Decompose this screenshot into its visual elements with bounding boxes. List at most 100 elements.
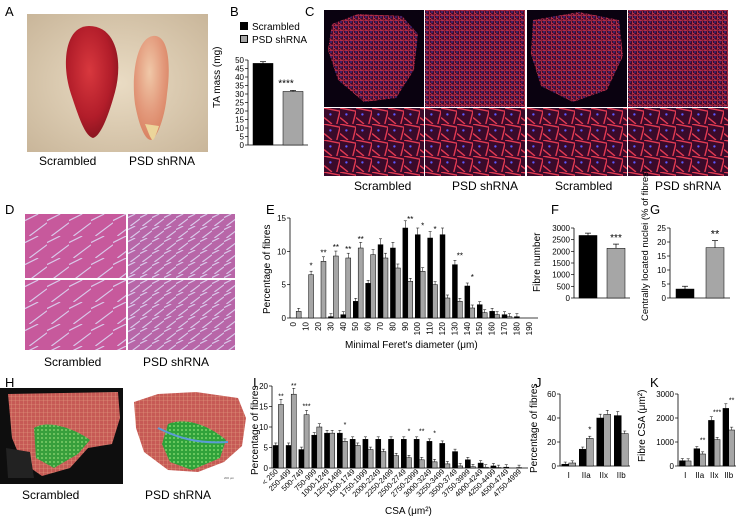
chart-b-bar-0-0 [252, 63, 274, 146]
chart-j-ytick-label-2: 40 [547, 414, 556, 423]
panel-h-scalebar-label: 200 μm [224, 476, 235, 480]
chart-e-bar-17-0 [501, 314, 508, 319]
chart-i-sig-12: * [433, 430, 436, 437]
chart-e-bar-17-1 [506, 316, 513, 319]
panel-label-i: I [253, 375, 257, 390]
chart-b-ytick-label-4: 20 [235, 107, 244, 116]
chart-f-ytick-label-3: 1500 [552, 259, 570, 268]
chart-b-ytick-label-9: 45 [235, 65, 244, 74]
chart-e-xtick-label-10: 100 [413, 321, 422, 335]
chart-i-bar-10-0 [401, 439, 407, 469]
legend-b-swatch-psd [240, 35, 248, 43]
panel-c-tile-5 [324, 108, 424, 176]
chart-j: 0 20 40 60 I * IIa IIx IIb [547, 390, 630, 480]
chart-e-ytick-label-2: 10 [277, 247, 286, 256]
chart-i-bar-0-1 [278, 404, 284, 469]
panel-label-g: G [650, 202, 661, 217]
chart-e-bar-15-0 [476, 304, 483, 319]
panel-c-tile-8 [628, 108, 728, 176]
chart-i-bar-4-1 [329, 432, 335, 469]
panel-h-psd-image: 200 μm [128, 388, 251, 484]
chart-i-bar-12-1 [431, 461, 438, 469]
chart-i-bar-13-1 [444, 463, 451, 469]
chart-i-bar-9-0 [388, 439, 394, 469]
panel-label-b: B [230, 4, 239, 19]
chart-i-bar-15-0 [465, 459, 471, 469]
chart-k-ytick-label-0: 0 [670, 462, 675, 471]
chart-k-bar-3-1 [728, 429, 735, 467]
chart-j-bar-0-0 [561, 463, 569, 467]
chart-b-ytick-label-2: 10 [235, 124, 244, 133]
chart-e-xtick-label-5: 50 [351, 321, 360, 330]
legend-b-psd: PSD shRNA [240, 34, 307, 47]
chart-i-bar-14-1 [457, 465, 463, 469]
chart-i-bar-8-1 [380, 451, 387, 469]
chart-i-sig-2: *** [302, 404, 310, 411]
chart-i-bar-15-1 [470, 466, 476, 469]
panel-h-scrambled-image [0, 388, 123, 484]
chart-e-bar-16-1 [494, 314, 500, 319]
chart-e-bar-16-0 [489, 311, 495, 319]
chart-i-bar-6-0 [349, 439, 356, 469]
chart-j-xtick-label-3: IIb [617, 471, 626, 480]
caption-c-1: Scrambled [354, 179, 412, 193]
chart-b-sig: **** [278, 78, 294, 89]
chart-k-bar-1-1 [699, 453, 706, 467]
legend-b-scrambled: Scrambled [240, 21, 307, 34]
chart-i-sig-0: ** [278, 393, 284, 400]
chart-e-xtick-label-1: 10 [302, 321, 311, 330]
chart-i-bar-7-0 [362, 439, 369, 469]
caption-a-scrambled: Scrambled [39, 154, 97, 168]
chart-j-bar-1-0 [579, 448, 587, 467]
chart-k-sig-1: ** [700, 438, 706, 445]
chart-e-bar-4-1 [345, 257, 352, 319]
chart-j-bar-3-0 [614, 415, 622, 467]
chart-g-ytick-label-5: 25 [657, 224, 666, 233]
chart-i-bar-16-1 [482, 466, 489, 469]
chart-g-ytick-label-1: 5 [662, 280, 667, 289]
legend-b-swatch-scrambled [240, 22, 248, 30]
chart-e-xtick-label-12: 120 [438, 321, 447, 335]
chart-f-bar-0-0 [578, 235, 598, 299]
chart-e-xtick-label-11: 110 [426, 321, 435, 334]
chart-j-ytick-label-0: 0 [552, 462, 557, 471]
chart-e-sig-1: * [310, 262, 313, 271]
chart-k-xtick-label-2: IIx [710, 471, 718, 480]
panel-c-tile-7 [527, 108, 627, 176]
chart-f-ytick-label-1: 500 [557, 282, 571, 291]
xlabel-e: Minimal Feret's diameter (μm) [345, 340, 478, 351]
chart-b-ytick-label-0: 0 [240, 141, 245, 150]
chart-e-sig-5: ** [358, 235, 364, 244]
chart-i-bar-1-0 [285, 445, 292, 469]
chart-j-ytick-label-1: 20 [547, 438, 556, 447]
chart-k-xtick-label-3: IIb [724, 471, 733, 480]
chart-e-sig-11: * [434, 225, 437, 234]
chart-k-xtick-label-1: IIa [695, 471, 704, 480]
legend-b-psd-label: PSD shRNA [252, 35, 308, 46]
chart-j-sig-1: * [588, 425, 591, 434]
chart-e-xtick-label-3: 30 [326, 321, 335, 330]
chart-i-bar-12-0 [426, 441, 433, 469]
chart-j-xtick-label-2: IIx [600, 471, 608, 480]
chart-i-ytick-label-1: 5 [264, 444, 269, 453]
chart-i-bar-2-1 [303, 414, 310, 469]
chart-i-bar-3-1 [316, 426, 323, 469]
chart-b-ytick-label-10: 50 [235, 56, 244, 65]
chart-e-xtick-label-2: 20 [314, 321, 323, 330]
panel-c-tile-4 [628, 10, 728, 107]
panel-label-f: F [551, 202, 559, 217]
chart-g-ytick-label-3: 15 [657, 252, 666, 261]
chart-e-ytick-label-1: 5 [282, 281, 287, 290]
chart-g-ytick-label-0: 0 [662, 294, 667, 303]
chart-e-bar-8-0 [390, 247, 396, 319]
ylabel-k: Fibre CSA (μm²) [637, 389, 648, 462]
chart-i-ytick-label-4: 20 [259, 382, 268, 391]
panel-c-tile-1 [324, 10, 424, 107]
chart-j-xtick-label-0: I [568, 471, 570, 480]
chart-i-ytick-label-2: 10 [259, 423, 268, 432]
chart-e-xtick-label-16: 160 [488, 321, 497, 335]
chart-i-sig-10: * [408, 428, 411, 435]
chart-k-sig-3: ** [729, 397, 735, 404]
panel-c-tile-3 [527, 10, 627, 107]
